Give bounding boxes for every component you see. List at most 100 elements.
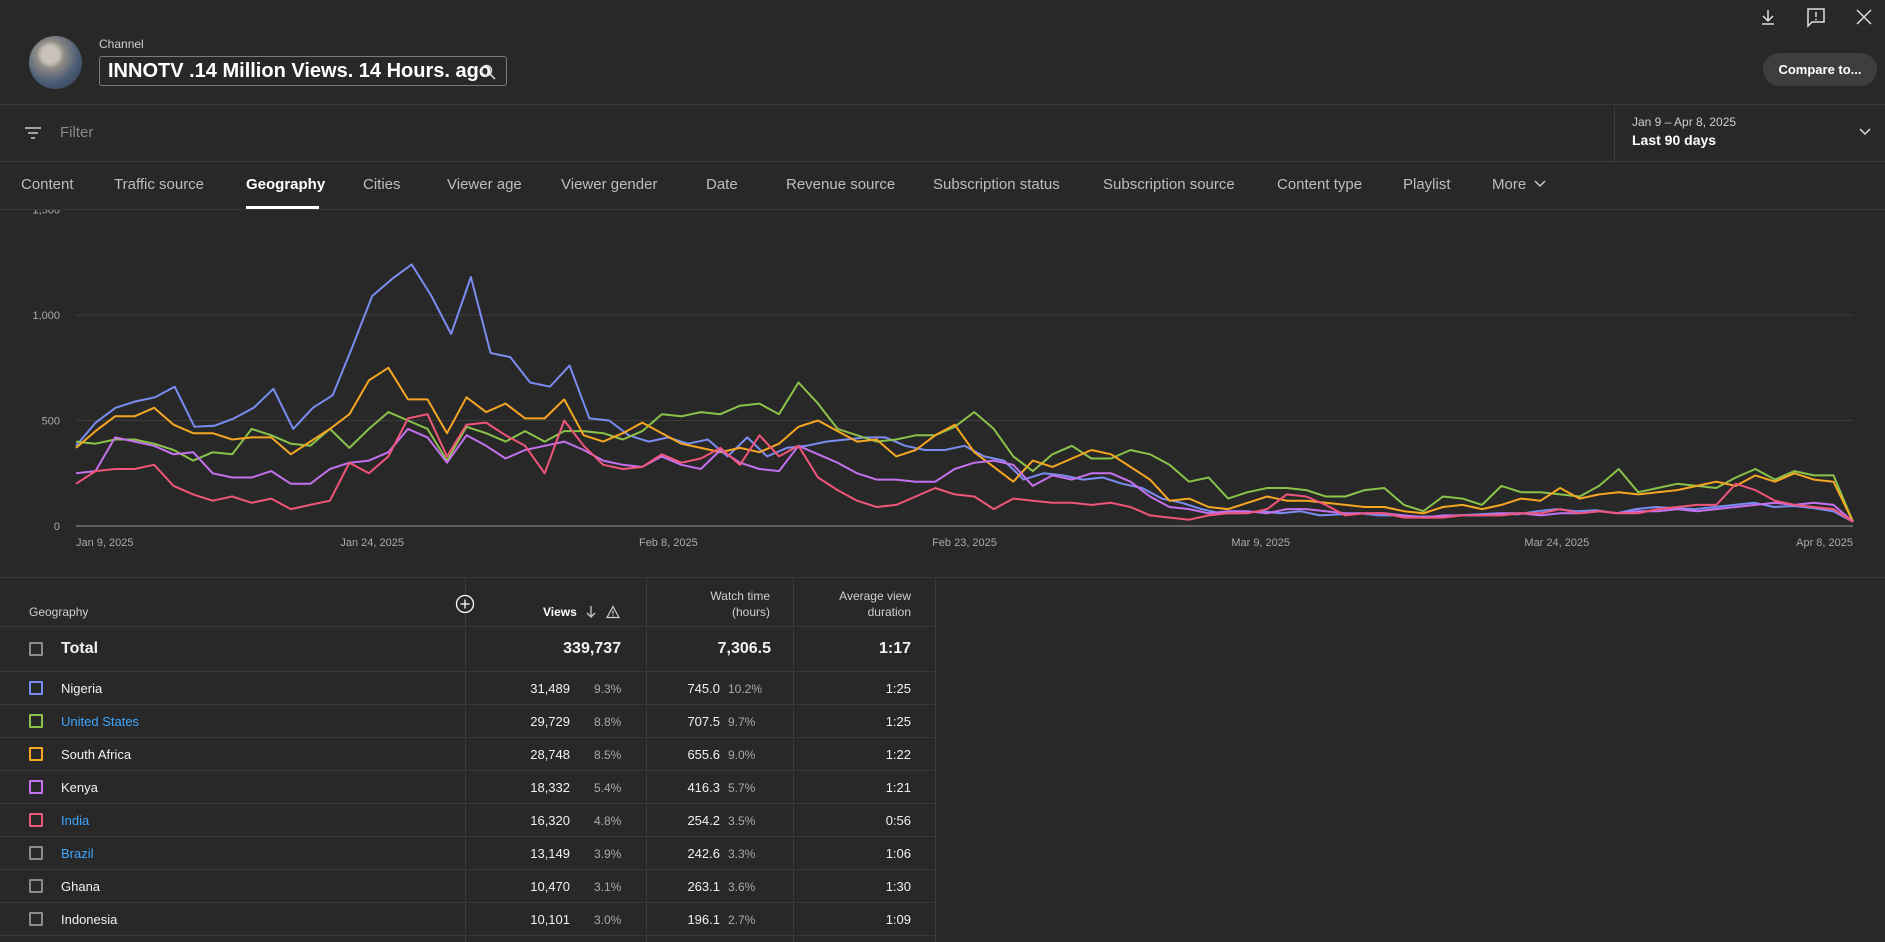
row-views-pct: 8.5% — [594, 748, 622, 762]
download-icon[interactable] — [1757, 6, 1779, 28]
row-country-name[interactable]: India — [61, 813, 90, 828]
row-country-name: South Africa — [61, 747, 132, 762]
y-tick-label: 1,000 — [32, 310, 60, 322]
row-avg-duration: 1:25 — [885, 681, 911, 696]
tab-playlist[interactable]: Playlist — [1403, 176, 1451, 193]
row-checkbox[interactable] — [29, 912, 43, 926]
header-avg-view-duration[interactable]: Average view duration — [795, 588, 911, 620]
row-views: 16,320 — [530, 813, 570, 828]
close-icon[interactable] — [1853, 6, 1875, 28]
row-checkbox[interactable] — [29, 681, 43, 695]
tab-content-type[interactable]: Content type — [1277, 176, 1363, 193]
channel-avatar[interactable] — [29, 36, 82, 89]
tab-viewer-gender[interactable]: Viewer gender — [561, 176, 658, 193]
row-views: 31,489 — [530, 681, 570, 696]
active-tab-indicator — [246, 206, 319, 209]
header-avg-line2: duration — [867, 605, 911, 619]
table-row: Ghana 10,470 3.1% 263.1 3.6% 1:30 — [0, 870, 935, 903]
x-tick-label: Apr 8, 2025 — [1796, 537, 1853, 549]
sort-descending-icon[interactable] — [585, 605, 597, 619]
table-row: United States 29,729 8.8% 707.5 9.7% 1:25 — [0, 705, 935, 738]
row-views: 13,149 — [530, 846, 570, 861]
geography-table: Geography Views Watch time (hours) Avera… — [0, 577, 1885, 942]
add-metric-icon[interactable] — [455, 594, 475, 614]
row-watch-time: 416.3 — [687, 780, 720, 795]
y-tick-label: 1,500 — [32, 210, 60, 217]
row-watch-pct: 9.7% — [728, 715, 756, 729]
series-line-4 — [75, 413, 1854, 523]
y-tick-label: 500 — [42, 416, 60, 428]
row-country-name: Indonesia — [61, 912, 118, 927]
tab-geography[interactable]: Geography — [246, 176, 326, 193]
total-avg-duration: 1:17 — [878, 640, 911, 657]
tab-traffic-source[interactable]: Traffic source — [114, 176, 205, 193]
row-watch-time: 707.5 — [687, 714, 720, 729]
row-checkbox[interactable] — [29, 846, 43, 860]
row-watch-pct: 2.7% — [728, 913, 756, 927]
tab-viewer-age[interactable]: Viewer age — [447, 176, 522, 193]
row-country-name[interactable]: United States — [61, 714, 140, 729]
x-tick-label: Jan 9, 2025 — [76, 537, 134, 549]
row-avg-duration: 1:30 — [885, 879, 911, 894]
table-row: South Africa 28,748 8.5% 655.6 9.0% 1:22 — [0, 738, 935, 771]
tab-content[interactable]: Content — [21, 176, 74, 193]
row-watch-pct: 9.0% — [728, 748, 756, 762]
series-line-0 — [75, 263, 1854, 523]
total-watch-time: 7,306.5 — [717, 640, 771, 657]
total-row: Total 339,737 7,306.5 1:17 — [0, 627, 935, 672]
table-row: Indonesia 10,101 3.0% 196.1 2.7% 1:09 — [0, 903, 935, 936]
header-avg-line1: Average view — [839, 589, 911, 603]
feedback-icon[interactable] — [1805, 6, 1827, 28]
row-country-name: Nigeria — [61, 681, 103, 696]
tab-more[interactable]: More — [1492, 176, 1546, 193]
row-checkbox[interactable] — [29, 879, 43, 893]
row-country-name: Kenya — [61, 780, 98, 795]
warning-icon[interactable] — [606, 605, 620, 619]
row-watch-pct: 3.3% — [728, 847, 756, 861]
total-checkbox[interactable] — [29, 642, 43, 656]
tab-date[interactable]: Date — [706, 176, 738, 193]
row-views-pct: 9.3% — [594, 682, 622, 696]
row-checkbox[interactable] — [29, 714, 43, 728]
row-avg-duration: 1:22 — [885, 747, 911, 762]
dimension-tabs: Content Traffic source Geography Cities … — [0, 162, 1885, 210]
chevron-down-icon — [1534, 180, 1546, 188]
header-views[interactable]: Views — [543, 605, 577, 619]
compare-button[interactable]: Compare to... — [1763, 53, 1877, 86]
series-line-1 — [75, 381, 1854, 523]
row-views: 10,101 — [530, 912, 570, 927]
channel-selector[interactable]: INNOTV .14 Million Views. 14 Hours. ago — [99, 56, 507, 86]
header-watch-time-line2: (hours) — [731, 605, 770, 619]
x-tick-label: Mar 24, 2025 — [1524, 537, 1589, 549]
table-row: India 16,320 4.8% 254.2 3.5% 0:56 — [0, 804, 935, 837]
header-geography[interactable]: Geography — [29, 605, 89, 619]
date-range-text: Jan 9 – Apr 8, 2025 — [1632, 115, 1737, 129]
search-icon[interactable] — [480, 64, 496, 80]
row-views: 18,332 — [530, 780, 570, 795]
channel-name: INNOTV .14 Million Views. 14 Hours. ago — [108, 60, 492, 82]
tab-revenue-source[interactable]: Revenue source — [786, 176, 896, 193]
views-line-chart: 1,500 1,000 500 0 Jan 9, 2025 Jan 24, 2025 Fe… — [32, 210, 1854, 549]
row-checkbox[interactable] — [29, 780, 43, 794]
channel-label: Channel — [99, 37, 144, 51]
filter-input[interactable]: Filter — [60, 124, 94, 141]
row-checkbox[interactable] — [29, 747, 43, 761]
series-line-3 — [75, 427, 1854, 523]
header-watch-time[interactable]: Watch time (hours) — [648, 588, 770, 620]
date-range-picker[interactable]: Jan 9 – Apr 8, 2025 Last 90 days — [1614, 105, 1885, 161]
row-views: 28,748 — [530, 747, 570, 762]
tab-subscription-source[interactable]: Subscription source — [1103, 176, 1235, 193]
row-views: 10,470 — [530, 879, 570, 894]
table-row: Kenya 18,332 5.4% 416.3 5.7% 1:21 — [0, 771, 935, 804]
table-row: Brazil 13,149 3.9% 242.6 3.3% 1:06 — [0, 837, 935, 870]
row-avg-duration: 1:06 — [885, 846, 911, 861]
row-checkbox[interactable] — [29, 813, 43, 827]
x-tick-label: Feb 8, 2025 — [639, 537, 698, 549]
tab-more-label: More — [1492, 176, 1527, 193]
tab-cities[interactable]: Cities — [363, 176, 401, 193]
filter-icon[interactable] — [24, 125, 42, 141]
chart-series — [75, 263, 1854, 523]
row-watch-pct: 5.7% — [728, 781, 756, 795]
tab-subscription-status[interactable]: Subscription status — [933, 176, 1060, 193]
row-country-name[interactable]: Brazil — [61, 846, 94, 861]
